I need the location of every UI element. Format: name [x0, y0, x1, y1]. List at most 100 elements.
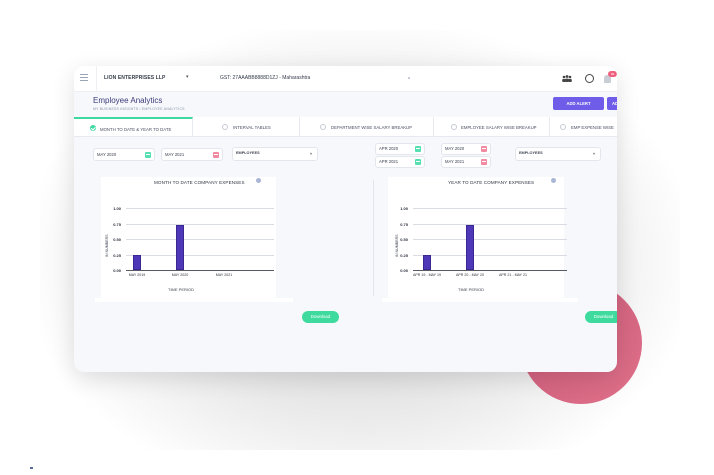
bar-apr20-may20[interactable]	[466, 225, 474, 270]
menu-icon[interactable]	[80, 74, 88, 83]
y-tick: 0.50	[113, 237, 121, 242]
chevron-down-icon: ▾	[309, 151, 312, 156]
date-value: APR 2020	[379, 146, 399, 151]
company-selector[interactable]: LION ENTERPRISES LLP	[104, 75, 166, 81]
ytd-employees-select[interactable]: EMPLOYEES ▾	[515, 147, 601, 161]
mtd-employees-select[interactable]: EMPLOYEES ▾	[232, 147, 318, 161]
tab-label: DEPARTMENT WISE SALARY BREAKUP	[331, 124, 413, 130]
chevron-down-icon[interactable]: ▾	[186, 74, 189, 80]
date-value: MAY 2021	[165, 152, 185, 157]
x-axis	[126, 270, 274, 271]
tab-department-salary[interactable]: DEPARTMENT WISE SALARY BREAKUP	[300, 117, 434, 137]
bar-may-2020[interactable]	[176, 225, 184, 270]
chevron-down-icon: ▾	[592, 151, 595, 156]
chart-title: MONTH TO DATE COMPANY EXPENSES	[154, 180, 245, 185]
section-divider	[373, 180, 374, 296]
y-tick: 1.00	[113, 206, 121, 211]
gridline	[126, 224, 274, 225]
y-tick: 0.00	[400, 268, 408, 273]
y-tick: 0.00	[113, 268, 121, 273]
date-value: APR 2021	[379, 159, 399, 164]
mtd-chart-card: MONTH TO DATE COMPANY EXPENSES IN NUMBER…	[101, 177, 276, 298]
info-icon[interactable]	[256, 178, 261, 183]
info-icon[interactable]	[551, 178, 556, 183]
breadcrumb[interactable]: MY BUSINESS INSIGHTS / EMPLOYEE ANALYTIC…	[93, 107, 185, 111]
x-axis	[413, 270, 567, 271]
download-mtd-button[interactable]: Download	[302, 311, 339, 323]
download-ytd-button[interactable]: Download	[585, 311, 617, 323]
radio-icon	[320, 124, 326, 130]
calendar-icon[interactable]	[145, 151, 151, 158]
app-window: LION ENTERPRISES LLP ▾ GST: 27AAABB8888D…	[74, 66, 617, 372]
y-tick: 1.00	[400, 206, 408, 211]
mtd-from-date[interactable]: MAY 2020	[93, 148, 155, 161]
x-tick: MAY 2021	[215, 273, 233, 277]
y-tick: 0.75	[400, 222, 408, 227]
y-tick: 0.75	[113, 222, 121, 227]
y-tick: 0.25	[113, 253, 121, 258]
tab-employee-salary[interactable]: EMPLOYEE SALARY WISE BREAKUP	[434, 117, 550, 137]
calendar-icon[interactable]	[415, 159, 421, 165]
ytd-from-end-date[interactable]: APR 2021	[375, 156, 425, 168]
date-value: MAY 2020	[445, 146, 465, 151]
tab-emp-expense[interactable]: EMP EXPENSE WISE	[550, 117, 617, 137]
tab-label: EMPLOYEE SALARY WISE BREAKUP	[461, 124, 537, 130]
mtd-to-date[interactable]: MAY 2021	[161, 148, 223, 161]
x-tick: APR 20 - MAY 20	[455, 273, 485, 277]
y-tick: 0.25	[400, 253, 408, 258]
select-value: EMPLOYEES	[236, 151, 260, 155]
date-value: MAY 2021	[445, 159, 465, 164]
ytd-chart-card: YEAR TO DATE COMPANY EXPENSES IN NUMBERS…	[388, 177, 567, 298]
sidebar-divider	[96, 66, 97, 92]
tab-label: INTERVAL TABLES	[233, 124, 271, 130]
add-alert-button[interactable]: ADD ALERT	[553, 97, 604, 110]
tab-interval-tables[interactable]: INTERVAL TABLES	[193, 117, 300, 137]
ytd-to-start-date[interactable]: MAY 2020	[441, 143, 491, 155]
x-axis-label: TIME PERIOD	[458, 287, 485, 292]
gridline	[413, 208, 567, 209]
gridline	[126, 239, 274, 240]
x-tick: MAY 2019	[128, 273, 146, 277]
page-title: Employee Analytics	[93, 96, 163, 105]
calendar-icon[interactable]	[415, 146, 421, 152]
x-tick: MAY 2020	[171, 273, 189, 277]
radio-icon	[451, 124, 457, 130]
check-circle-icon	[90, 125, 96, 131]
date-value: MAY 2020	[97, 152, 117, 157]
x-axis-label: TIME PERIOD	[168, 287, 195, 292]
radio-icon	[560, 124, 566, 130]
radio-icon	[222, 124, 228, 130]
tab-mtd-ytd[interactable]: MONTH TO DATE & YEAR TO DATE	[74, 117, 193, 137]
y-tick: 0.50	[400, 237, 408, 242]
bottom-dot	[30, 467, 33, 469]
chart-title: YEAR TO DATE COMPANY EXPENSES	[448, 180, 535, 185]
chart-footer-strip	[95, 298, 293, 302]
secondary-action-button[interactable]: AD	[607, 97, 617, 110]
gridline	[126, 208, 274, 209]
bell-icon[interactable]	[604, 75, 611, 83]
gear-icon[interactable]	[585, 74, 594, 83]
tab-label: EMP EXPENSE WISE	[571, 124, 614, 130]
notification-badge: 09	[608, 71, 617, 77]
gst-info: GST: 27AAABB8888D1ZJ - Maharashtra	[220, 75, 311, 81]
calendar-icon[interactable]	[481, 159, 487, 165]
ytd-from-start-date[interactable]: APR 2020	[375, 143, 425, 155]
tab-label: MONTH TO DATE & YEAR TO DATE	[100, 126, 172, 132]
tab-bar: MONTH TO DATE & YEAR TO DATE INTERVAL TA…	[74, 117, 617, 137]
gridline	[413, 255, 567, 256]
calendar-icon[interactable]	[213, 151, 219, 158]
chart-footer-strip	[382, 298, 578, 302]
x-tick: APR 21 - MAY 21	[498, 273, 528, 277]
top-bar: LION ENTERPRISES LLP ▾ GST: 27AAABB8888D…	[74, 66, 617, 92]
gridline	[126, 255, 274, 256]
select-value: EMPLOYEES	[519, 151, 543, 155]
bar-may-2019[interactable]	[133, 255, 141, 270]
bottom-strip	[20, 452, 365, 475]
users-icon[interactable]	[561, 74, 573, 83]
ytd-to-end-date[interactable]: MAY 2021	[441, 156, 491, 168]
calendar-icon[interactable]	[481, 146, 487, 152]
gridline	[413, 239, 567, 240]
bar-apr19-may19[interactable]	[423, 255, 431, 270]
dot-indicator	[408, 77, 410, 79]
